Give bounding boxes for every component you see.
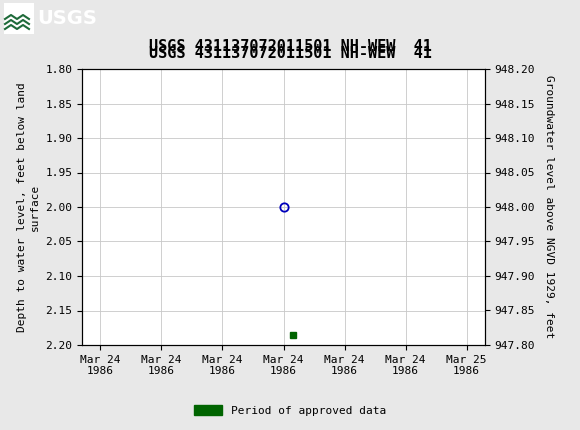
Y-axis label: Depth to water level, feet below land
surface: Depth to water level, feet below land su…: [16, 82, 39, 332]
Y-axis label: Groundwater level above NGVD 1929, feet: Groundwater level above NGVD 1929, feet: [543, 75, 553, 339]
FancyBboxPatch shape: [4, 3, 34, 34]
Text: USGS 431137072011501 NH-WEW  41: USGS 431137072011501 NH-WEW 41: [148, 39, 432, 54]
Legend: Period of approved data: Period of approved data: [190, 400, 390, 420]
Text: USGS: USGS: [37, 9, 97, 28]
Text: USGS 431137072011501 NH-WEW  41: USGS 431137072011501 NH-WEW 41: [148, 46, 432, 61]
